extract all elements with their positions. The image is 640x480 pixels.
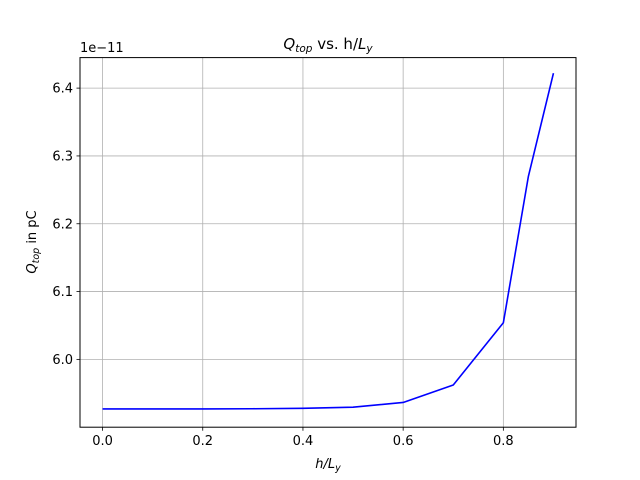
plot-area [80,57,576,428]
y-axis-ticks: 6.0 6.1 6.2 6.3 6.4 [52,82,80,368]
y-axis-label: Qtop in pC [25,210,42,273]
y-tick-label: 6.2 [52,217,73,232]
x-tick-label: 0.2 [192,434,213,449]
x-tick-label: 0.4 [293,434,314,449]
series-layer [102,73,555,410]
x-axis-ticks: 0.0 0.2 0.4 0.6 0.8 [92,427,514,449]
y-tick-label: 6.0 [52,353,73,368]
y-tick-label: 6.1 [52,285,73,300]
series-line [102,73,555,410]
y-gridlines [80,87,576,360]
chart-title: Qtop vs. h/Ly [283,35,373,55]
plot-frame [79,57,577,428]
x-axis-label: h/Ly [315,457,341,474]
y-offset-text: 1e−11 [80,41,124,56]
y-tick-label: 6.3 [52,149,73,164]
y-tick-label: 6.4 [52,82,73,97]
x-tick-label: 0.8 [493,434,514,449]
x-tick-label: 0.0 [92,434,113,449]
x-gridlines [102,57,504,428]
x-tick-label: 0.6 [393,434,414,449]
